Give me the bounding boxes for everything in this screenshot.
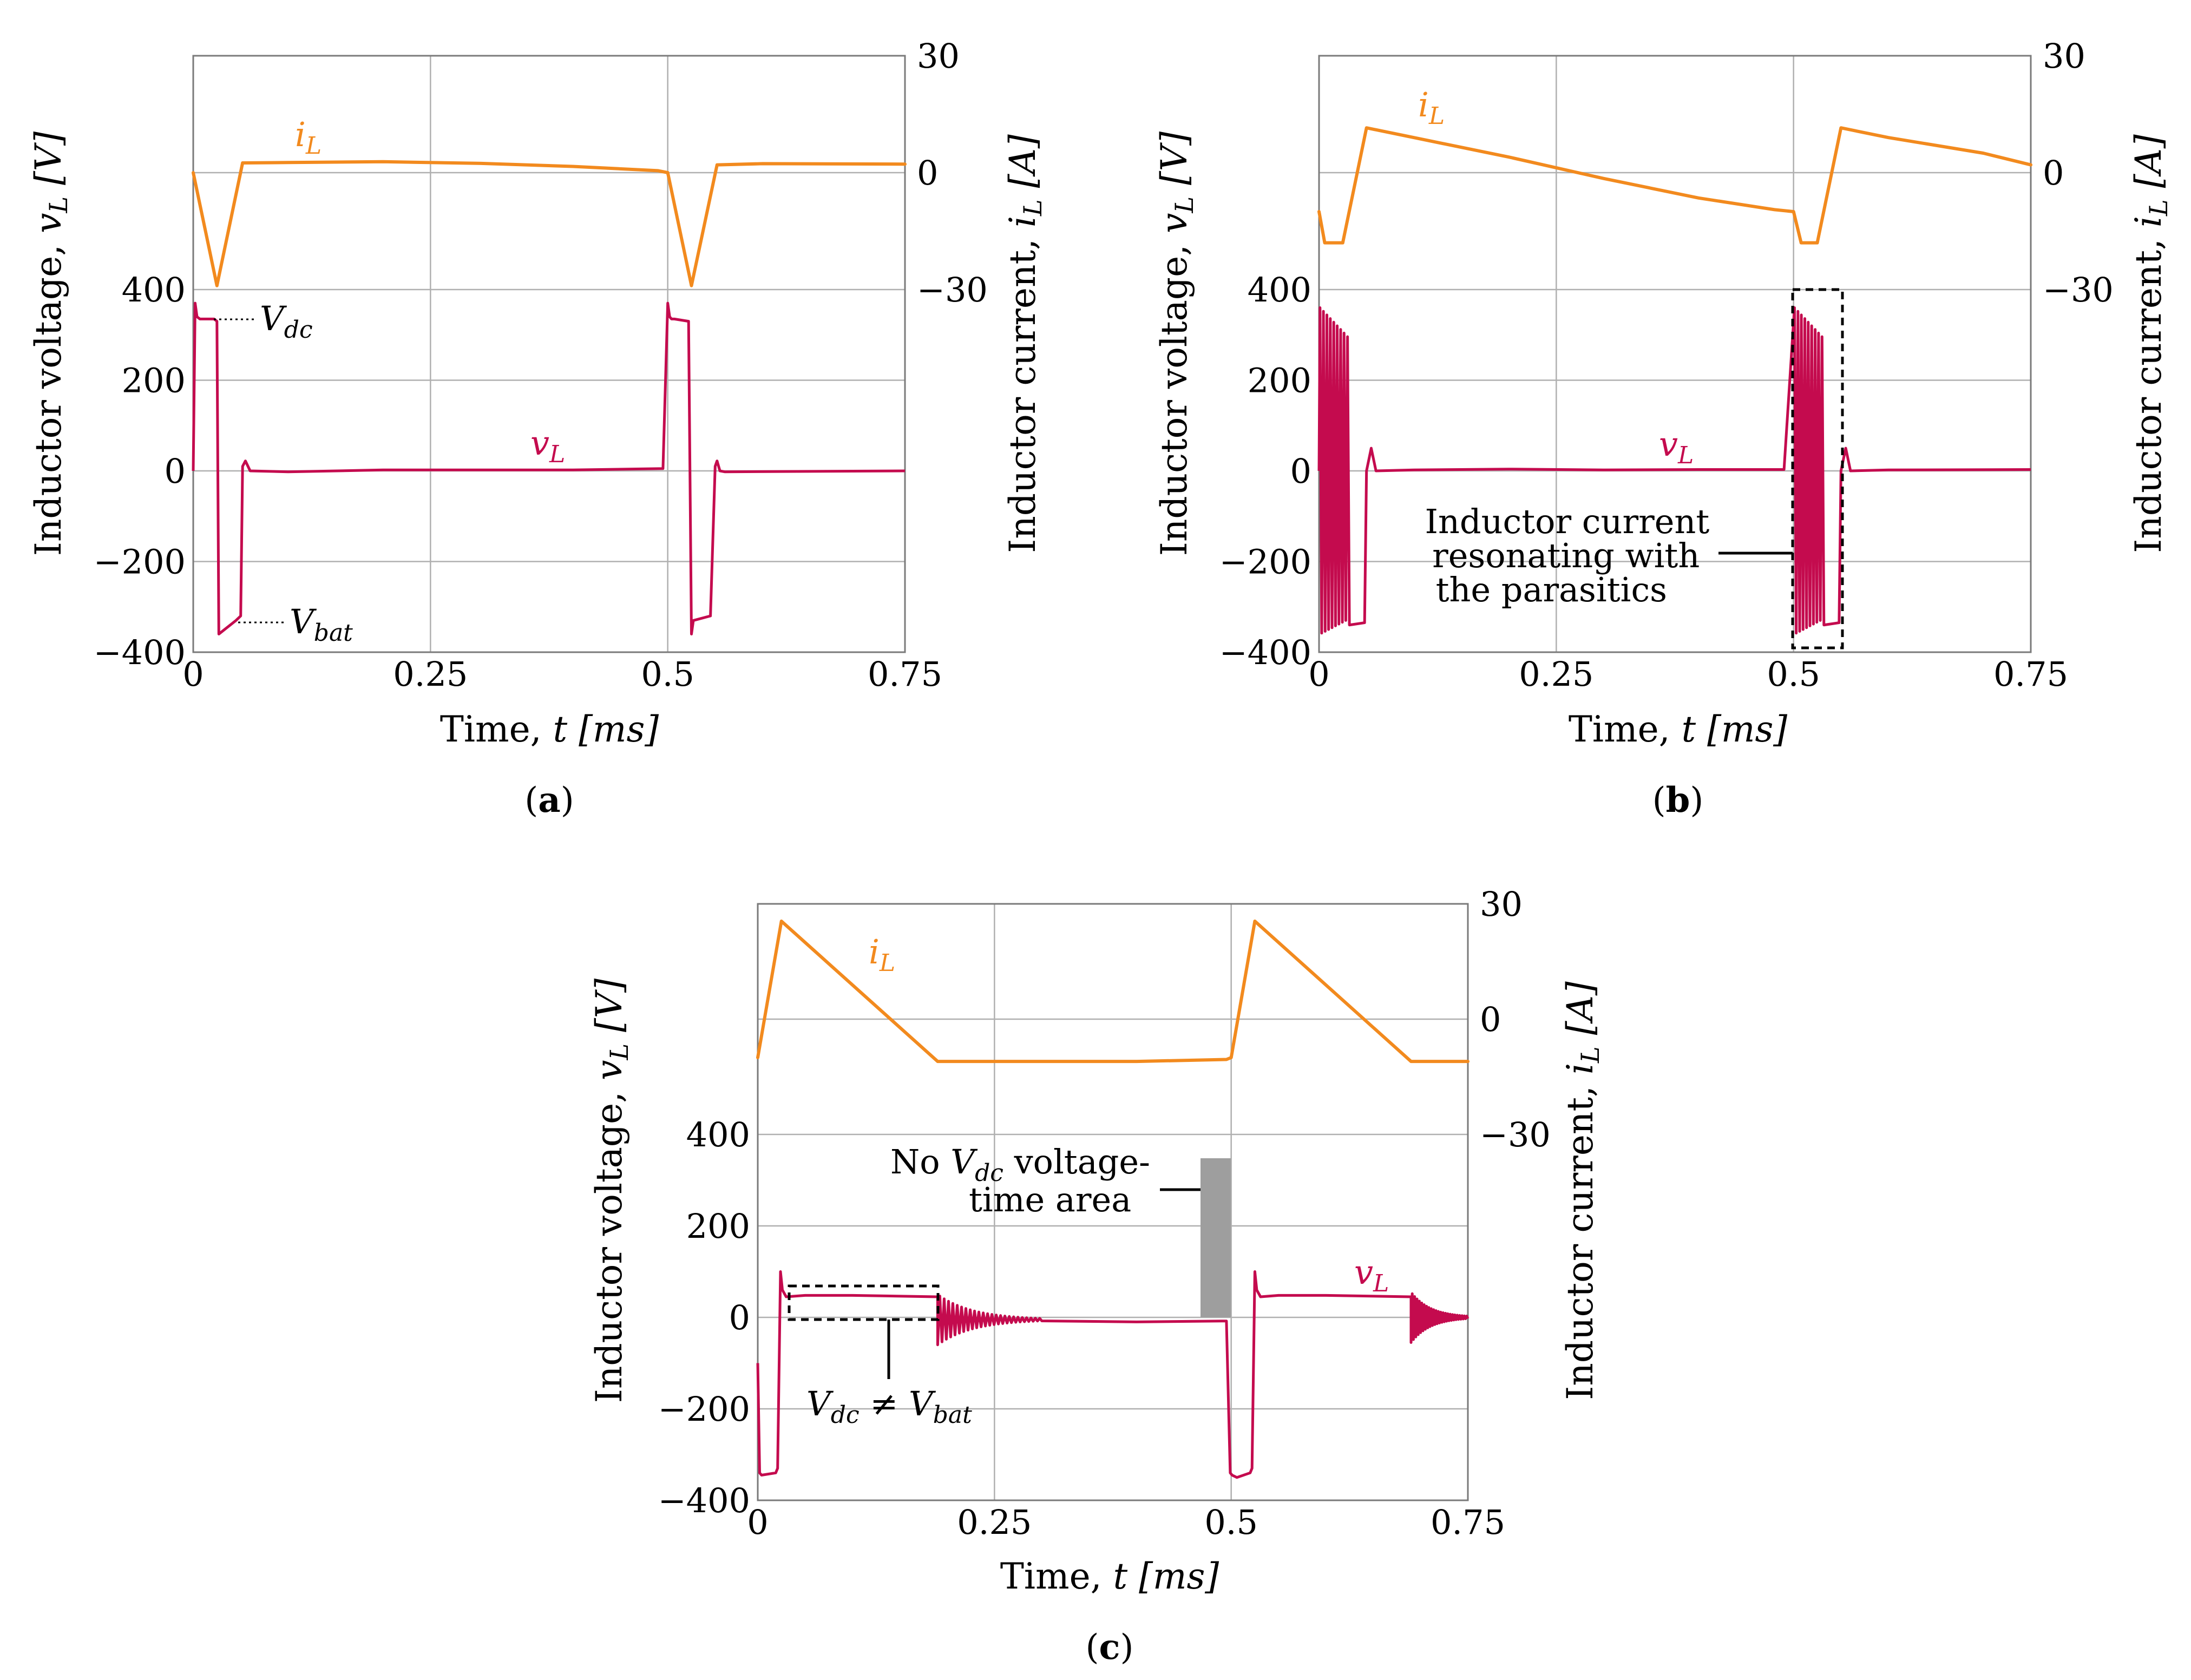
resonance-annotation: Inductor current resonating with the par…	[1425, 502, 1720, 609]
y-right-tick-label: 0	[917, 153, 938, 193]
vdc-vbat-highlight-box	[788, 1284, 940, 1321]
vl-trace	[1317, 306, 2031, 635]
y-left-tick-label: −200	[94, 542, 186, 582]
y-left-tick-label: 400	[686, 1115, 750, 1154]
vdc-neq-vbat-annotation: Vdc ≠ Vbat	[806, 1384, 972, 1429]
y-left-tick-label: −400	[1219, 633, 1311, 672]
x-tick-label: 0.75	[868, 654, 942, 694]
x-tick-label: 0.25	[393, 654, 468, 694]
y-left-tick-label: 400	[1248, 270, 1311, 310]
panel-caption: (c)	[1086, 1627, 1134, 1668]
il-series-label: iL	[295, 115, 322, 160]
il-series-label: iL	[1418, 85, 1445, 130]
y-left-axis-label: Inductor voltage, vL [V]	[588, 979, 634, 1403]
y-right-tick-label: −30	[1480, 1115, 1551, 1154]
y-left-tick-label: −400	[94, 633, 186, 672]
x-axis-label: Time, t [ms]	[440, 708, 659, 750]
y-left-axis-label: Inductor voltage, vL [V]	[28, 132, 73, 556]
y-left-tick-label: 0	[1290, 451, 1311, 491]
y-right-tick-label: −30	[2043, 270, 2114, 310]
x-tick-label: 0.25	[957, 1502, 1032, 1542]
il-trace	[192, 160, 907, 287]
y-left-tick-label: 200	[122, 361, 186, 401]
x-tick-label: 0.5	[1767, 654, 1820, 694]
plot-frame	[757, 903, 1469, 1501]
tick-labels: 0 0.25 0.5 0.75 400 200 0 −200 −400 30 0 −30	[94, 36, 988, 694]
il-trace	[756, 920, 1470, 1064]
x-tick-label: 0.5	[641, 654, 694, 694]
y-left-tick-label: 0	[729, 1298, 750, 1337]
y-left-tick-label: 200	[686, 1206, 750, 1246]
y-left-tick-label: −200	[1219, 542, 1311, 582]
vbat-label: Vbat	[290, 602, 353, 647]
tick-labels: 0 0.25 0.5 0.75 400 200 0 −200 −400 30 0 −30	[658, 884, 1551, 1542]
y-left-axis-label: Inductor voltage, vL [V]	[1153, 132, 1199, 556]
x-tick-label: 0.5	[1204, 1502, 1258, 1542]
x-axis-label: Time, t [ms]	[1569, 708, 1787, 750]
y-left-tick-label: −200	[658, 1389, 750, 1429]
y-left-tick-label: 200	[1248, 361, 1311, 401]
x-tick-label: 0.25	[1519, 654, 1593, 694]
y-right-axis-label: Inductor current, iL [A]	[2128, 134, 2173, 553]
y-right-tick-label: 0	[1480, 1000, 1501, 1039]
vl-trace	[192, 301, 906, 635]
x-tick-label: 0	[1308, 654, 1329, 694]
y-right-tick-label: 30	[917, 36, 960, 76]
panel-a: 0 0.25 0.5 0.75 400 200 0 −200 −400 30 0 −30 Vdc Vb…	[28, 36, 1047, 821]
traces	[192, 160, 907, 635]
x-tick-label: 0.75	[1431, 1502, 1505, 1542]
y-left-tick-label: −400	[658, 1481, 750, 1520]
x-axis-label: Time, t [ms]	[1000, 1556, 1219, 1597]
il-trace	[1317, 126, 2032, 245]
resonance-highlight-box	[1791, 288, 1844, 649]
y-right-tick-label: 0	[2043, 153, 2064, 193]
il-series-label: iL	[869, 932, 895, 977]
y-left-tick-label: 0	[165, 451, 186, 491]
grid	[758, 904, 1468, 1500]
vl-series-label: vL	[530, 423, 565, 468]
x-tick-label: 0	[182, 654, 204, 694]
vl-series-label: vL	[1659, 424, 1694, 469]
y-right-axis-label: Inductor current, iL [A]	[1002, 134, 1047, 553]
panel-b: 0 0.25 0.5 0.75 400 200 0 −200 −400 30 0 −30 Induct…	[1153, 36, 2173, 821]
vl-trace	[756, 1270, 1470, 1479]
tick-labels: 0 0.25 0.5 0.75 400 200 0 −200 −400 30 0 −30	[1219, 36, 2114, 694]
vdc-label: Vdc	[260, 299, 313, 344]
panel-caption: (b)	[1652, 780, 1704, 821]
panel-caption: (a)	[524, 780, 574, 821]
y-right-tick-label: 30	[2043, 36, 2085, 76]
y-right-tick-label: 30	[1480, 884, 1523, 924]
panel-c: 0 0.25 0.5 0.75 400 200 0 −200 −400 30 0 −30 Vdc ≠ …	[588, 884, 1605, 1668]
y-right-tick-label: −30	[917, 270, 988, 310]
traces	[756, 920, 1470, 1479]
traces	[1317, 126, 2032, 635]
x-tick-label: 0.75	[1993, 654, 2068, 694]
missing-vdc-area-block	[1201, 1158, 1231, 1317]
no-vdc-annotation: No Vdc voltage- time area	[890, 1142, 1161, 1219]
x-tick-label: 0	[747, 1502, 768, 1542]
y-left-tick-label: 400	[122, 270, 186, 310]
y-right-axis-label: Inductor current, iL [A]	[1559, 981, 1605, 1400]
vl-series-label: vL	[1354, 1252, 1389, 1297]
